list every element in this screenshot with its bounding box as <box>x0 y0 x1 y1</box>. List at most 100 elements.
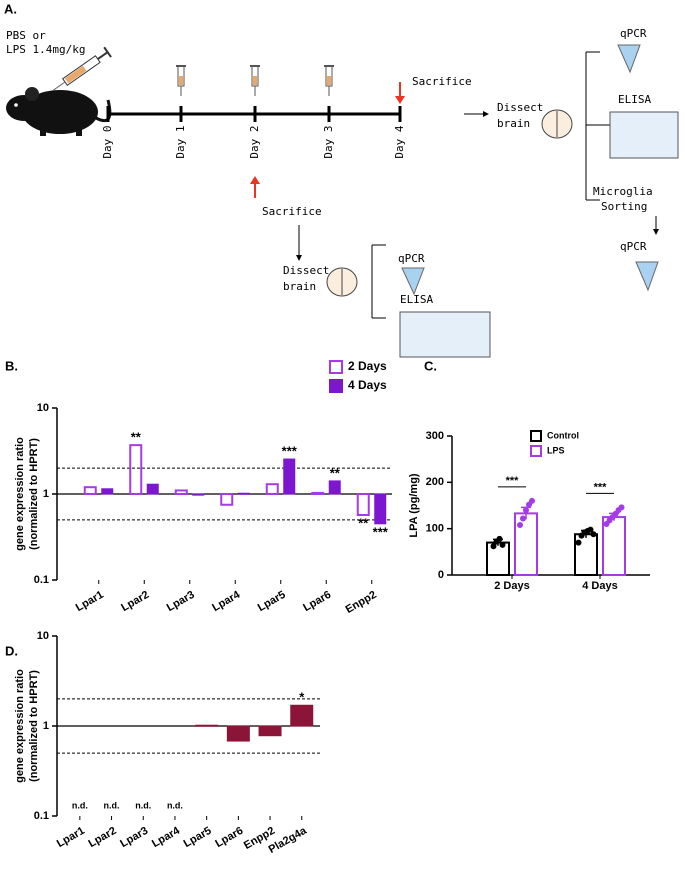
y-tick-label: 0.1 <box>34 810 49 822</box>
x-tick-label: Lpar1 <box>55 825 87 850</box>
syringe <box>253 76 257 85</box>
bar <box>328 480 341 495</box>
dissect-text: Dissect <box>497 101 543 114</box>
arrowhead <box>250 176 260 184</box>
x-tick-label: 2 Days <box>494 580 529 592</box>
panel-label: A. <box>4 1 17 16</box>
bar <box>374 493 387 525</box>
legend-swatch <box>329 379 343 393</box>
panel-label: B. <box>5 358 18 373</box>
bracket <box>585 51 610 201</box>
legend-swatch <box>530 445 542 457</box>
bar <box>486 541 510 576</box>
value-label: n.d. <box>104 800 120 810</box>
bar <box>283 458 296 495</box>
plate <box>399 311 491 358</box>
syringe <box>327 76 331 85</box>
tube <box>635 261 659 292</box>
x-tick-label: Lpar4 <box>150 824 183 850</box>
bar <box>265 483 279 495</box>
dissect-text: brain <box>283 280 316 293</box>
y-axis-label: gene expression ratio <box>14 437 26 551</box>
bar <box>146 483 159 495</box>
y-tick-label: 100 <box>426 523 444 535</box>
bar <box>356 493 370 516</box>
bar <box>195 724 219 727</box>
mouse <box>6 87 112 136</box>
bar <box>129 444 143 495</box>
data-point <box>520 515 526 522</box>
x-tick-label: Lpar2 <box>119 589 151 614</box>
y-tick-label: 1 <box>43 488 49 500</box>
legend-label: LPS <box>547 445 565 455</box>
sacrifice-text: Sacrifice <box>262 205 322 218</box>
bar <box>83 486 97 495</box>
data-point <box>523 507 529 514</box>
value-label: n.d. <box>135 800 151 810</box>
y-tick-label: 0.1 <box>34 574 49 586</box>
bar <box>226 725 250 742</box>
plate <box>609 111 679 159</box>
day-label: Day 1 <box>174 125 187 158</box>
x-tick-label: Lpar3 <box>118 825 150 850</box>
bar <box>174 489 188 495</box>
dose-text: LPS 1.4mg/kg <box>6 43 85 56</box>
day-label: Day 2 <box>248 125 261 158</box>
y-tick-label: 200 <box>426 476 444 488</box>
bar <box>101 488 114 495</box>
chart: C. LPA (pg/mg) 0 100 200 300 2 Days 4 Days *** **… <box>408 358 650 592</box>
y-tick-label: 1 <box>43 720 49 732</box>
day-label: Day 0 <box>101 125 114 158</box>
tube <box>617 44 641 74</box>
chart: B. gene expression ratio (normalized to HP… <box>5 358 392 616</box>
data-point <box>496 535 503 542</box>
panel-label: D. <box>5 643 18 658</box>
dose-text: PBS or <box>6 29 46 42</box>
elisa-text: ELISA <box>618 93 651 106</box>
x-tick-label: Lpar6 <box>213 825 245 850</box>
legend-label: 2 Days <box>348 359 387 373</box>
sorting-text: Microglia <box>593 185 653 198</box>
data-point <box>590 531 597 538</box>
x-tick-label: Lpar6 <box>301 589 333 614</box>
significance: *** <box>594 481 608 493</box>
arrowhead <box>653 229 659 235</box>
significance: ** <box>330 465 341 480</box>
x-tick-label: Enpp2 <box>344 589 379 616</box>
x-tick-label: Lpar5 <box>182 825 214 850</box>
bar <box>220 493 234 506</box>
x-tick-label: Lpar3 <box>165 589 197 614</box>
y-axis-label: (normalized to HPRT) <box>28 438 40 550</box>
qpcr-text: qPCR <box>620 240 647 253</box>
arrowhead <box>296 255 302 261</box>
brain <box>326 267 358 297</box>
significance: * <box>299 690 305 705</box>
data-point <box>575 539 582 546</box>
significance: ** <box>131 430 142 445</box>
sorting-text: Sorting <box>601 200 647 213</box>
diagram: A. PBS or LPS 1.4mg/kg Day 0 Day 1 Day 2 Da… <box>4 1 679 358</box>
bar <box>237 492 250 495</box>
bar <box>258 725 282 737</box>
y-axis-label: gene expression ratio <box>14 669 26 783</box>
value-label: n.d. <box>167 800 183 810</box>
significance: *** <box>506 475 520 487</box>
arrowhead <box>395 96 405 104</box>
x-tick-label: Lpar5 <box>256 589 288 614</box>
y-tick-label: 10 <box>37 630 49 642</box>
brain <box>541 109 573 139</box>
dissect-text: brain <box>497 117 530 130</box>
bracket <box>371 244 386 319</box>
legend-swatch <box>530 430 542 442</box>
x-tick-label: 4 Days <box>582 580 617 592</box>
y-axis-label: (normalized to HPRT) <box>28 670 40 782</box>
data-point <box>618 504 625 511</box>
data-point <box>587 526 594 533</box>
data-point <box>490 543 497 550</box>
syringe <box>179 76 183 85</box>
x-tick-label: Lpar4 <box>210 588 243 614</box>
significance: *** <box>282 443 298 458</box>
sacrifice-text: Sacrifice <box>412 75 472 88</box>
qpcr-text: qPCR <box>398 252 425 265</box>
